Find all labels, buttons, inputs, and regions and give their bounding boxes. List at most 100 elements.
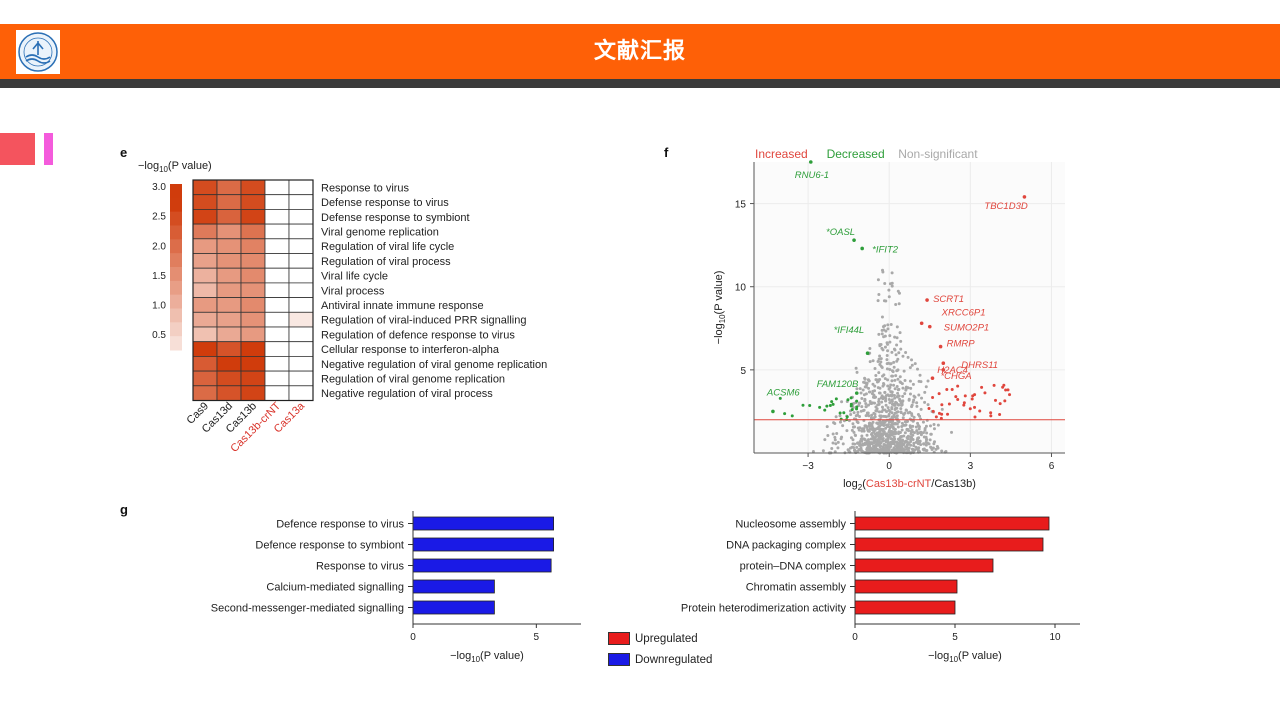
point-nonsignificant bbox=[903, 440, 907, 444]
point-nonsignificant bbox=[898, 331, 902, 335]
heatmap-cell bbox=[264, 311, 290, 328]
row-label-regulation-of-viral-life-cycle: Regulation of viral life cycle bbox=[321, 241, 454, 253]
point-increased bbox=[989, 414, 993, 418]
point-nonsignificant bbox=[885, 418, 889, 422]
heatmap-cell bbox=[264, 223, 290, 240]
point-increased bbox=[970, 397, 974, 401]
heatmap-cell bbox=[288, 370, 314, 387]
point-nonsignificant bbox=[895, 325, 899, 329]
point-nonsignificant bbox=[906, 355, 910, 359]
point-nonsignificant bbox=[880, 405, 884, 409]
point-nonsignificant bbox=[900, 428, 904, 432]
point-nonsignificant bbox=[871, 420, 875, 424]
point-nonsignificant bbox=[899, 435, 903, 439]
upregulated-bar bbox=[854, 579, 958, 594]
point-decreased bbox=[849, 404, 853, 408]
colorbar-segment bbox=[170, 336, 182, 351]
upregulated-bar bbox=[854, 537, 1044, 552]
point-nonsignificant bbox=[876, 299, 880, 303]
heatmap-cell bbox=[192, 385, 218, 401]
point-nonsignificant bbox=[871, 359, 875, 363]
point-nonsignificant bbox=[882, 373, 886, 377]
point-nonsignificant bbox=[885, 448, 889, 452]
university-logo-icon bbox=[16, 30, 60, 74]
point-increased bbox=[962, 401, 966, 405]
point-decreased bbox=[830, 400, 834, 404]
point-increased bbox=[946, 412, 950, 416]
point-nonsignificant bbox=[874, 378, 878, 382]
point-nonsignificant bbox=[883, 324, 887, 328]
heatmap-cell bbox=[240, 370, 266, 387]
point-nonsignificant bbox=[916, 438, 920, 442]
point-nonsignificant bbox=[883, 390, 887, 394]
heatmap-cell bbox=[216, 370, 242, 387]
panel-label-g: g bbox=[120, 502, 128, 517]
point-nonsignificant bbox=[906, 448, 910, 452]
colorbar-segment bbox=[170, 184, 182, 199]
heatmap-cell bbox=[264, 385, 290, 401]
point-nonsignificant bbox=[877, 332, 881, 336]
heatmap-border bbox=[192, 179, 314, 402]
downregulated-bar bbox=[412, 516, 555, 531]
point-nonsignificant bbox=[883, 377, 887, 381]
point-increased bbox=[968, 407, 972, 411]
label-ifit2: *IFIT2 bbox=[872, 244, 899, 255]
point-nonsignificant bbox=[878, 424, 882, 428]
point-nonsignificant bbox=[853, 433, 857, 437]
point-nonsignificant bbox=[893, 431, 897, 435]
legend-non-significant: Non-significant bbox=[898, 147, 978, 161]
downregulated-bar bbox=[412, 537, 555, 552]
point-nonsignificant bbox=[903, 378, 907, 382]
point-nonsignificant bbox=[924, 424, 928, 428]
point-increased bbox=[1004, 388, 1008, 392]
point-nonsignificant bbox=[869, 416, 873, 420]
point-nonsignificant bbox=[884, 394, 888, 398]
point-nonsignificant bbox=[910, 358, 914, 362]
point-decreased bbox=[801, 403, 805, 407]
point-increased bbox=[983, 391, 987, 395]
row-label-antiviral-innate-immune-response: Antiviral innate immune response bbox=[321, 300, 484, 312]
point-nonsignificant bbox=[895, 395, 899, 399]
heatmap-cell bbox=[288, 209, 314, 225]
point-nonsignificant bbox=[926, 379, 930, 383]
heatmap-cell bbox=[264, 370, 290, 387]
point-nonsignificant bbox=[888, 368, 892, 372]
point-nonsignificant bbox=[877, 391, 881, 395]
point-nonsignificant bbox=[910, 363, 914, 367]
heatmap-cell bbox=[216, 282, 242, 298]
point-nonsignificant bbox=[905, 446, 909, 450]
point-increased bbox=[947, 402, 951, 406]
point-nonsignificant bbox=[864, 402, 868, 406]
heatmap-cell bbox=[240, 253, 266, 269]
point-nonsignificant bbox=[873, 428, 877, 432]
point-nonsignificant bbox=[833, 450, 837, 454]
point-nonsignificant bbox=[906, 411, 910, 415]
point-nonsignificant bbox=[894, 374, 898, 378]
point-increased bbox=[989, 411, 993, 415]
point-nonsignificant bbox=[906, 437, 910, 441]
point-nonsignificant bbox=[923, 390, 927, 394]
point-nonsignificant bbox=[860, 429, 864, 433]
point-nonsignificant bbox=[881, 437, 885, 441]
point-increased bbox=[956, 384, 960, 388]
legend-increased: Increased bbox=[755, 147, 808, 161]
heatmap-cell bbox=[288, 223, 314, 240]
heatmap-cell bbox=[216, 355, 242, 372]
point-nonsignificant bbox=[902, 369, 906, 373]
point-nonsignificant bbox=[911, 400, 915, 404]
point-nonsignificant bbox=[862, 437, 866, 441]
point-nonsignificant bbox=[899, 403, 903, 407]
colorbar-tick-label: 2.0 bbox=[152, 241, 166, 252]
point-nonsignificant bbox=[889, 362, 893, 366]
point-nonsignificant bbox=[890, 449, 894, 453]
point-nonsignificant bbox=[897, 403, 901, 407]
colorbar-title: −log10(P value) bbox=[138, 160, 212, 174]
point-nonsignificant bbox=[896, 368, 900, 372]
point-nonsignificant bbox=[884, 399, 888, 403]
label-sumo2p1: SUMO2P1 bbox=[944, 323, 989, 334]
heatmap-cell bbox=[192, 341, 218, 357]
colorbar-segment bbox=[170, 308, 182, 323]
point-nonsignificant bbox=[871, 382, 875, 386]
heatmap-cell bbox=[216, 238, 242, 254]
point-nonsignificant bbox=[921, 431, 925, 435]
